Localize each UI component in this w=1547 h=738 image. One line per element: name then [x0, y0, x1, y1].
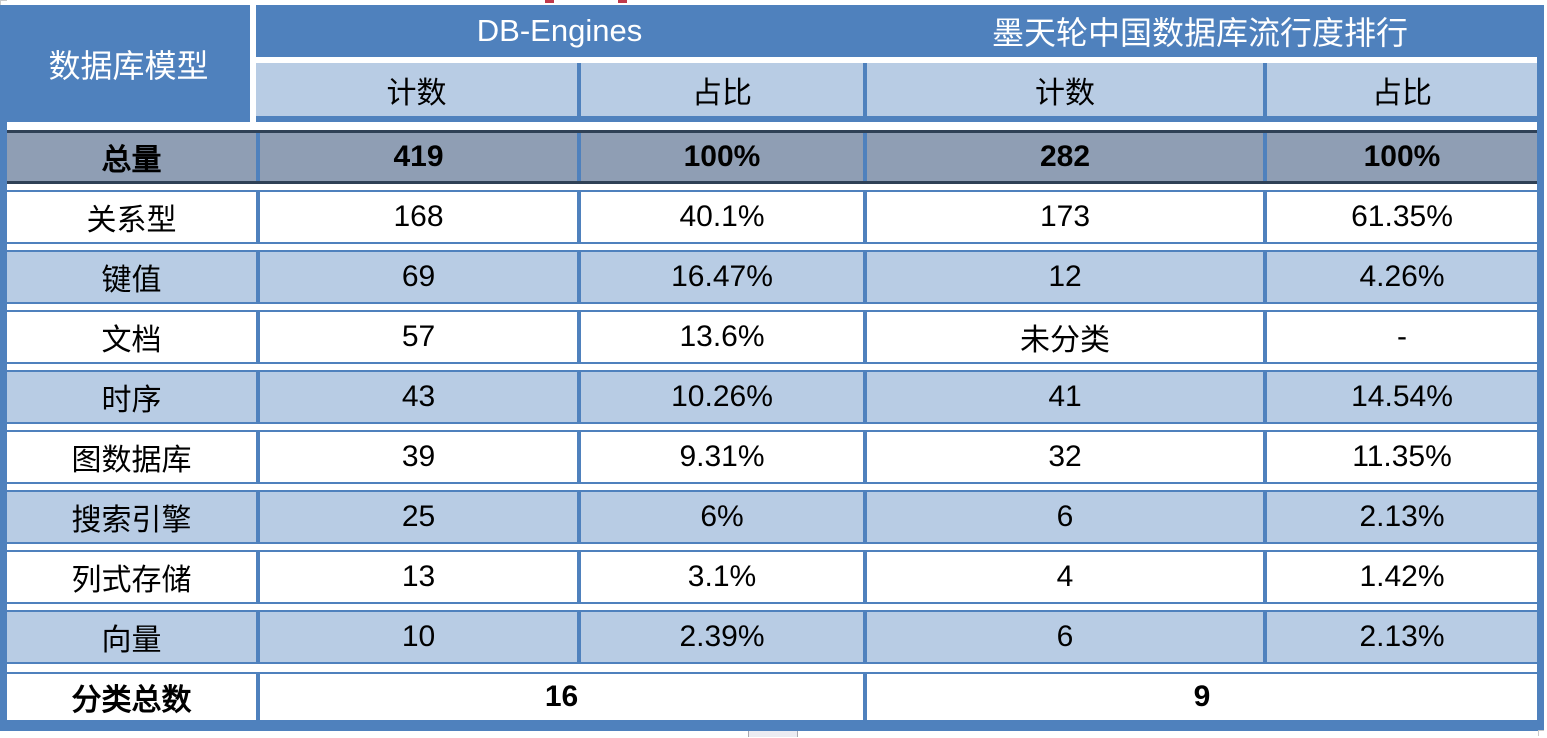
db-pct-cell: 3.1%	[577, 552, 863, 602]
header-modb-ranking: 墨天轮中国数据库流行度排行	[991, 15, 1408, 51]
crop-corner-bottom-right	[1538, 730, 1544, 736]
modb-count-cell: 282	[863, 133, 1263, 181]
row-label: 图数据库	[71, 444, 192, 477]
table-row-total: 总量 419 100% 282 100%	[7, 130, 1537, 184]
comparison-table: 数据库模型 DB-Engines 墨天轮中国数据库流行度排行 计数 占比 计数 …	[0, 5, 1544, 731]
modb-count-cell: 6	[863, 612, 1263, 662]
table-row-relational: 关系型 168 40.1% 173 61.35%	[7, 190, 1537, 244]
red-crop-artifact-right	[618, 0, 627, 3]
db-count-cell: 39	[256, 432, 577, 482]
modb-pct-cell: -	[1263, 312, 1537, 362]
table-row-timeseries: 时序 43 10.26% 41 14.54%	[7, 370, 1537, 424]
header-db-pct: 占比	[577, 63, 863, 116]
row-label: 文档	[101, 324, 162, 357]
db-count-cell: 57	[256, 312, 577, 362]
db-pct-cell: 13.6%	[577, 312, 863, 362]
modb-pct-cell: 61.35%	[1263, 192, 1537, 242]
modb-count-cell: 41	[863, 372, 1263, 422]
header-right-block: DB-Engines 墨天轮中国数据库流行度排行 计数 占比 计数 占比	[256, 5, 1537, 122]
table-row-graph: 图数据库 39 9.31% 32 11.35%	[7, 430, 1537, 484]
modb-count-cell: 4	[863, 552, 1263, 602]
db-pct-cell: 2.39%	[577, 612, 863, 662]
scrollbar-artifact	[748, 731, 798, 737]
crop-corner-top-left	[0, 0, 7, 7]
db-count-cell: 13	[256, 552, 577, 602]
db-pct-cell: 9.31%	[577, 432, 863, 482]
summary-label: 分类总数	[71, 684, 192, 717]
db-count-cell: 43	[256, 372, 577, 422]
modb-count-cell: 未分类	[863, 312, 1263, 362]
row-label: 列式存储	[71, 564, 192, 597]
db-count-cell: 25	[256, 492, 577, 542]
modb-count-cell: 32	[863, 432, 1263, 482]
header-source-row: DB-Engines 墨天轮中国数据库流行度排行	[256, 5, 1537, 63]
modb-count-cell: 6	[863, 492, 1263, 542]
modb-pct-cell: 4.26%	[1263, 252, 1537, 302]
modb-pct-cell: 2.13%	[1263, 612, 1537, 662]
row-label: 时序	[101, 384, 162, 417]
header-db-count: 计数	[256, 63, 577, 116]
db-count-cell: 10	[256, 612, 577, 662]
modb-count-cell: 12	[863, 252, 1263, 302]
table-row-searchengine: 搜索引擎 25 6% 6 2.13%	[7, 490, 1537, 544]
modb-pct-cell: 1.42%	[1263, 552, 1537, 602]
db-pct-cell: 100%	[577, 133, 863, 181]
row-label: 向量	[101, 624, 162, 657]
red-crop-artifact-left	[545, 0, 554, 3]
header-model-column: 数据库模型	[7, 5, 256, 122]
db-pct-cell: 6%	[577, 492, 863, 542]
row-label: 搜索引擎	[71, 504, 192, 537]
modb-count-cell: 173	[863, 192, 1263, 242]
db-pct-cell: 10.26%	[577, 372, 863, 422]
db-count-cell: 168	[256, 192, 577, 242]
row-label: 总量	[101, 144, 162, 177]
header-sub-row: 计数 占比 计数 占比	[256, 63, 1537, 116]
db-category-total-cell: 16	[256, 674, 863, 720]
modb-pct-cell: 2.13%	[1263, 492, 1537, 542]
modb-pct-cell: 100%	[1263, 133, 1537, 181]
row-label: 键值	[101, 264, 162, 297]
table-row-category-total: 分类总数 16 9	[7, 672, 1537, 722]
table-row-document: 文档 57 13.6% 未分类 -	[7, 310, 1537, 364]
header-modb-pct: 占比	[1263, 63, 1537, 116]
header-db-engines: DB-Engines	[476, 13, 643, 48]
table-row-keyvalue: 键值 69 16.47% 12 4.26%	[7, 250, 1537, 304]
table-row-vector: 向量 10 2.39% 6 2.13%	[7, 610, 1537, 664]
table-header: 数据库模型 DB-Engines 墨天轮中国数据库流行度排行 计数 占比 计数 …	[7, 5, 1537, 122]
modb-pct-cell: 14.54%	[1263, 372, 1537, 422]
row-label: 关系型	[86, 204, 177, 237]
modb-category-total-cell: 9	[863, 674, 1537, 720]
header-modb-count: 计数	[863, 63, 1263, 116]
modb-pct-cell: 11.35%	[1263, 432, 1537, 482]
db-count-cell: 69	[256, 252, 577, 302]
db-count-cell: 419	[256, 133, 577, 181]
table-row-columnar: 列式存储 13 3.1% 4 1.42%	[7, 550, 1537, 604]
db-pct-cell: 40.1%	[577, 192, 863, 242]
db-pct-cell: 16.47%	[577, 252, 863, 302]
